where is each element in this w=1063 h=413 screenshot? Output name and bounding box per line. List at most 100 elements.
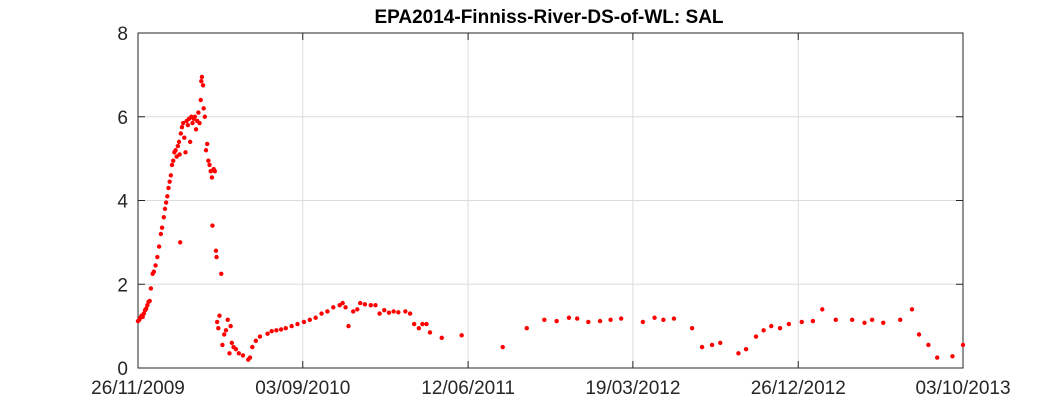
data-point <box>229 340 235 346</box>
data-point <box>420 321 425 327</box>
data-point <box>709 342 715 348</box>
data-point <box>373 302 378 308</box>
data-point <box>217 313 222 318</box>
data-point <box>916 332 922 337</box>
data-point <box>225 317 230 323</box>
data-point <box>167 179 172 184</box>
data-point <box>849 317 855 323</box>
data-point <box>355 307 360 312</box>
data-point <box>213 248 219 253</box>
y-tick-label: 0 <box>117 359 128 380</box>
data-point <box>424 321 429 327</box>
data-point <box>178 131 184 136</box>
data-point <box>158 231 164 237</box>
data-point <box>162 206 168 212</box>
data-point <box>407 311 413 316</box>
data-point <box>718 340 723 346</box>
data-point <box>182 135 187 140</box>
data-point <box>173 148 178 153</box>
x-tick-label: 12/06/2011 <box>421 378 515 399</box>
data-point <box>411 321 417 327</box>
data-point <box>319 311 324 316</box>
data-point <box>257 334 263 339</box>
data-point <box>439 335 444 341</box>
data-point <box>810 318 816 324</box>
data-point <box>214 254 219 260</box>
data-point <box>210 223 215 228</box>
data-point <box>269 328 274 334</box>
data-point <box>833 317 838 323</box>
data-point <box>155 254 160 260</box>
data-point <box>736 351 741 356</box>
data-point <box>689 326 695 331</box>
data-point <box>862 320 867 325</box>
data-point <box>597 318 603 324</box>
data-point <box>220 342 225 348</box>
data-point <box>223 328 229 333</box>
data-point <box>459 333 464 338</box>
data-point <box>769 323 774 329</box>
data-point <box>743 346 749 352</box>
data-point <box>820 307 825 312</box>
data-point <box>295 321 300 327</box>
data-point <box>180 120 186 126</box>
data-point <box>202 114 208 119</box>
chart-title: EPA2014-Finniss-River-DS-of-WL: SAL <box>374 7 723 28</box>
x-tick-label: 03/09/2010 <box>255 378 350 399</box>
data-point <box>869 317 875 323</box>
data-point <box>618 316 624 321</box>
data-point <box>898 317 903 323</box>
y-tick-label: 6 <box>117 108 128 129</box>
data-point <box>960 342 966 348</box>
data-point <box>227 351 232 356</box>
data-point <box>358 300 363 306</box>
data-point <box>216 326 221 331</box>
data-point <box>313 315 318 320</box>
data-point <box>278 327 284 332</box>
data-point <box>386 310 392 315</box>
data-point <box>156 244 162 249</box>
data-point <box>274 328 279 333</box>
data-point <box>524 326 529 331</box>
data-point <box>368 302 373 308</box>
data-point <box>396 310 401 315</box>
data-point <box>147 298 152 304</box>
data-point <box>175 143 181 149</box>
data-point <box>165 194 170 199</box>
data-point <box>652 315 657 320</box>
data-point <box>640 319 646 325</box>
data-point <box>212 168 218 174</box>
data-point <box>203 148 209 153</box>
data-point <box>219 271 224 276</box>
data-point <box>289 323 294 329</box>
data-point <box>346 323 351 329</box>
data-point <box>283 326 288 331</box>
data-point <box>198 97 203 103</box>
data-point <box>206 158 211 163</box>
x-tick-label: 26/12/2012 <box>751 378 846 399</box>
data-point <box>199 78 204 84</box>
data-point <box>144 306 149 311</box>
data-point <box>151 269 157 274</box>
data-point <box>178 240 183 245</box>
data-point <box>253 338 259 343</box>
data-point <box>221 332 227 337</box>
data-point <box>391 309 396 314</box>
data-point <box>926 342 931 348</box>
data-point <box>200 83 206 88</box>
data-point <box>671 316 677 321</box>
data-point <box>542 317 547 323</box>
data-point <box>201 106 206 111</box>
data-point <box>193 127 199 132</box>
data-point <box>190 120 195 126</box>
data-point <box>228 323 233 329</box>
data-point <box>301 319 307 325</box>
data-point <box>196 110 201 115</box>
data-points <box>135 74 966 362</box>
data-point <box>427 330 433 335</box>
data-point <box>161 215 166 220</box>
data-point <box>661 317 666 323</box>
x-tick-label: 26/11/2009 <box>91 378 185 399</box>
y-tick-label: 4 <box>117 192 128 213</box>
x-tick-label: 03/10/2013 <box>915 378 1010 399</box>
